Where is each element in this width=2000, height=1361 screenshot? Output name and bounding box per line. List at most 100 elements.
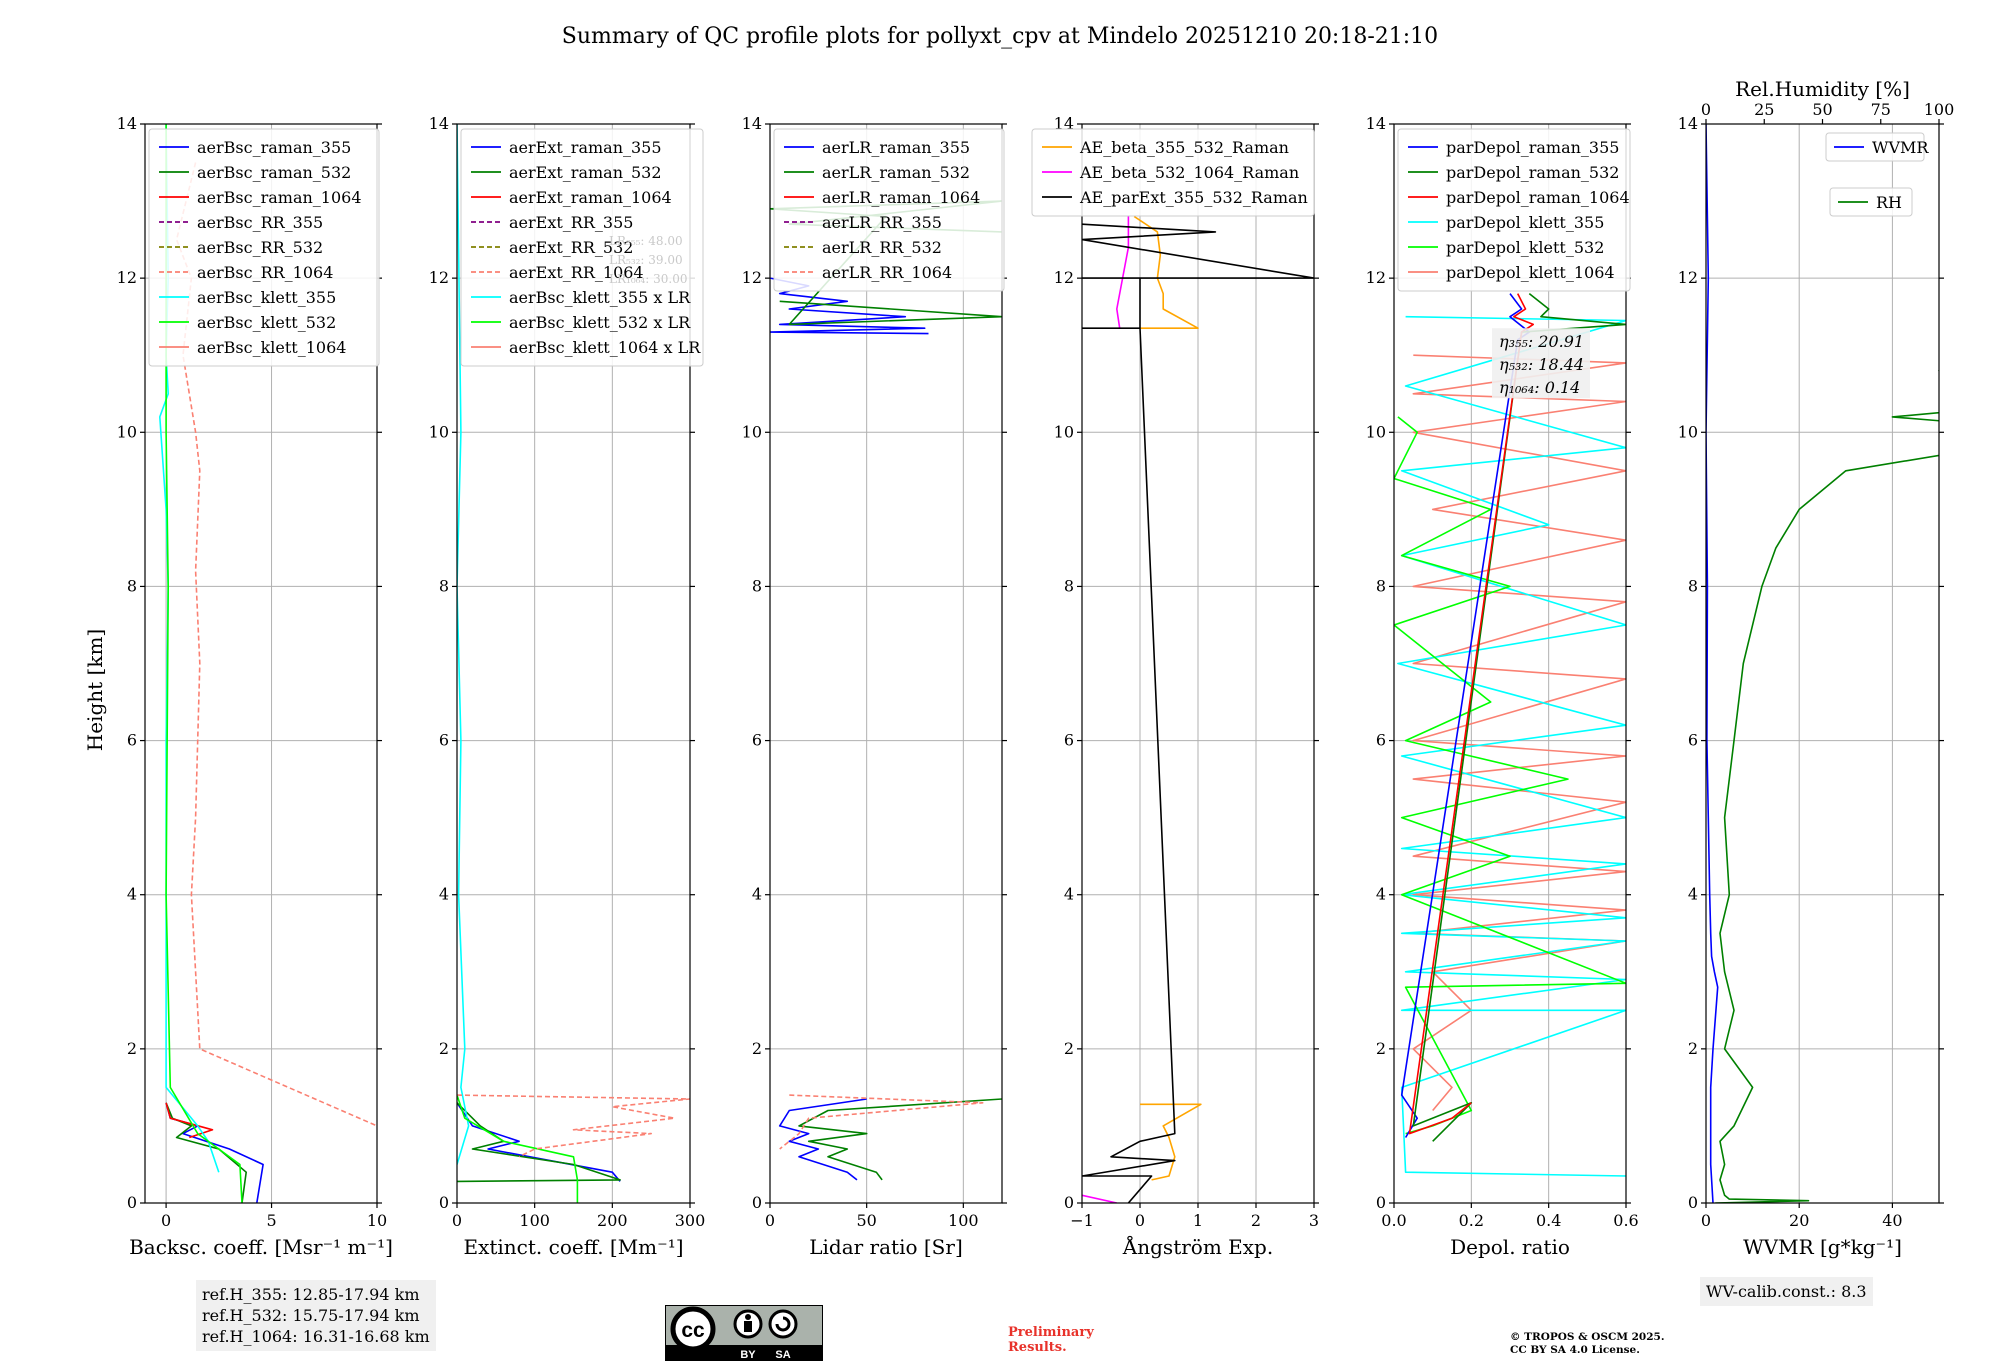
x-axis-label: WVMR [g*kg⁻¹] xyxy=(1743,1235,1902,1259)
y-tick-label: 2 xyxy=(1064,1039,1074,1058)
lr-annotation: LR₁₀₆₄: 30.00 xyxy=(609,272,687,286)
ref-height-532: ref.H_532: 15.75-17.94 km xyxy=(202,1305,430,1326)
svg-text:cc: cc xyxy=(681,1319,705,1342)
x2-axis-label: Rel.Humidity [%] xyxy=(1735,77,1910,101)
lr-annotation: LR₅₃₂: 39.00 xyxy=(609,253,683,267)
legend-label: AE_beta_532_1064_Raman xyxy=(1079,163,1299,182)
y-tick-label: 8 xyxy=(752,576,762,595)
x-axis-label: Extinct. coeff. [Mm⁻¹] xyxy=(463,1235,683,1259)
x-tick-label: 10 xyxy=(367,1211,387,1230)
legend-label: aerExt_raman_355 xyxy=(509,138,662,157)
legend-label: aerExt_RR_355 xyxy=(509,213,633,232)
y-tick-label: 2 xyxy=(439,1039,449,1058)
y-tick-label: 4 xyxy=(127,885,137,904)
y-tick-label: 2 xyxy=(1688,1039,1698,1058)
y-tick-label: 12 xyxy=(1054,268,1074,287)
y-axis-label: Height [km] xyxy=(83,629,107,751)
legend-label: aerBsc_RR_355 xyxy=(197,213,323,232)
legend-label: parDepol_raman_1064 xyxy=(1446,188,1630,207)
y-tick-label: 0 xyxy=(1376,1193,1386,1212)
legend-label: aerBsc_klett_355 xyxy=(197,288,336,307)
y-tick-label: 14 xyxy=(1678,114,1698,133)
x-axis-label: Backsc. coeff. [Msr⁻¹ m⁻¹] xyxy=(129,1235,393,1259)
y-tick-label: 2 xyxy=(1376,1039,1386,1058)
x2-tick-label: 50 xyxy=(1812,100,1832,119)
legend-label: aerBsc_klett_532 xyxy=(197,313,336,332)
x2-tick-label: 25 xyxy=(1754,100,1774,119)
x-tick-label: 0 xyxy=(1701,1211,1711,1230)
y-tick-label: 0 xyxy=(1064,1193,1074,1212)
legend-label: aerLR_RR_1064 xyxy=(822,263,952,282)
ref-height-355: ref.H_355: 12.85-17.94 km xyxy=(202,1284,430,1305)
y-tick-label: 6 xyxy=(127,731,137,750)
preliminary-line-2: Results. xyxy=(1008,1340,1094,1355)
legend-label: WVMR xyxy=(1872,138,1929,157)
wv-calib-box: WV-calib.const.: 8.3 xyxy=(1700,1277,1873,1306)
y-tick-label: 6 xyxy=(439,731,449,750)
legend-label: parDepol_raman_355 xyxy=(1446,138,1619,157)
x2-tick-label: 75 xyxy=(1871,100,1891,119)
copyright-line-1: © TROPOS & OSCM 2025. xyxy=(1510,1331,1665,1344)
x-tick-label: 3 xyxy=(1309,1211,1319,1230)
x-tick-label: 40 xyxy=(1882,1211,1902,1230)
preliminary-line-1: Preliminary xyxy=(1008,1325,1094,1340)
cc-by-label: BY xyxy=(740,1349,756,1361)
legend-label: parDepol_klett_532 xyxy=(1446,238,1604,257)
legend-label: AE_parExt_355_532_Raman xyxy=(1079,188,1308,207)
y-tick-label: 12 xyxy=(1366,268,1386,287)
legend-label: aerLR_raman_355 xyxy=(822,138,970,157)
x-tick-label: 50 xyxy=(856,1211,876,1230)
y-tick-label: 6 xyxy=(752,731,762,750)
y-tick-label: 0 xyxy=(439,1193,449,1212)
legend-label: parDepol_klett_1064 xyxy=(1446,263,1615,282)
panel-p2: 0 2 4 6 8 10 12 14 0 100 200 300 Extinct. coeff. [Mm… xyxy=(429,114,706,1259)
x-tick-label: 0.6 xyxy=(1613,1211,1638,1230)
y-tick-label: 8 xyxy=(127,576,137,595)
legend-label: aerLR_raman_1064 xyxy=(822,188,980,207)
legend-label: AE_beta_355_532_Raman xyxy=(1079,138,1289,157)
legend-label: parDepol_raman_532 xyxy=(1446,163,1619,182)
x2-tick-label: 100 xyxy=(1924,100,1955,119)
y-tick-label: 6 xyxy=(1376,731,1386,750)
y-tick-label: 10 xyxy=(1366,422,1386,441)
y-tick-label: 12 xyxy=(429,268,449,287)
legend-label: aerBsc_RR_532 xyxy=(197,238,323,257)
x-axis-label: Depol. ratio xyxy=(1450,1235,1570,1259)
x-tick-label: 20 xyxy=(1789,1211,1809,1230)
legend-label: aerBsc_klett_355 x LR xyxy=(509,288,691,307)
y-tick-label: 10 xyxy=(1054,422,1074,441)
y-tick-label: 10 xyxy=(117,422,137,441)
legend-label: aerBsc_klett_1064 x LR xyxy=(509,338,701,357)
copyright-note: © TROPOS & OSCM 2025. CC BY SA 4.0 Licen… xyxy=(1510,1331,1665,1357)
panel-p5: 024681012140.0 0.2 0.4 0.6Depol. ratioparDe… xyxy=(1366,114,1639,1259)
cc-sa-label: SA xyxy=(775,1349,790,1361)
qc-figure: Summary of QC profile plots for pollyxt_… xyxy=(0,0,2000,1360)
x-tick-label: 0 xyxy=(1135,1211,1145,1230)
y-tick-label: 8 xyxy=(439,576,449,595)
y-tick-label: 12 xyxy=(742,268,762,287)
x-tick-label: 200 xyxy=(597,1211,628,1230)
y-tick-label: 6 xyxy=(1064,731,1074,750)
y-tick-label: 4 xyxy=(1376,885,1386,904)
x-tick-label: 0 xyxy=(452,1211,462,1230)
y-tick-label: 0 xyxy=(752,1193,762,1212)
y-tick-label: 2 xyxy=(127,1039,137,1058)
x2-tick-label: 0 xyxy=(1701,100,1711,119)
x-tick-label: 0 xyxy=(765,1211,775,1230)
x-tick-label: −1 xyxy=(1070,1211,1094,1230)
copyright-line-2: CC BY SA 4.0 License. xyxy=(1510,1344,1665,1357)
ref-height-box: ref.H_355: 12.85-17.94 km ref.H_532: 15.… xyxy=(196,1280,436,1351)
y-tick-label: 8 xyxy=(1688,576,1698,595)
y-tick-label: 2 xyxy=(752,1039,762,1058)
wv-calib-text: WV-calib.const.: 8.3 xyxy=(1706,1282,1867,1301)
y-tick-label: 10 xyxy=(742,422,762,441)
y-tick-label: 14 xyxy=(117,114,137,133)
preliminary-note: Preliminary Results. xyxy=(1008,1325,1094,1355)
y-tick-label: 8 xyxy=(1376,576,1386,595)
legend-label: aerLR_RR_355 xyxy=(822,213,942,232)
x-axis-label: Ångström Exp. xyxy=(1122,1234,1273,1259)
y-tick-label: 14 xyxy=(742,114,762,133)
y-tick-label: 14 xyxy=(429,114,449,133)
